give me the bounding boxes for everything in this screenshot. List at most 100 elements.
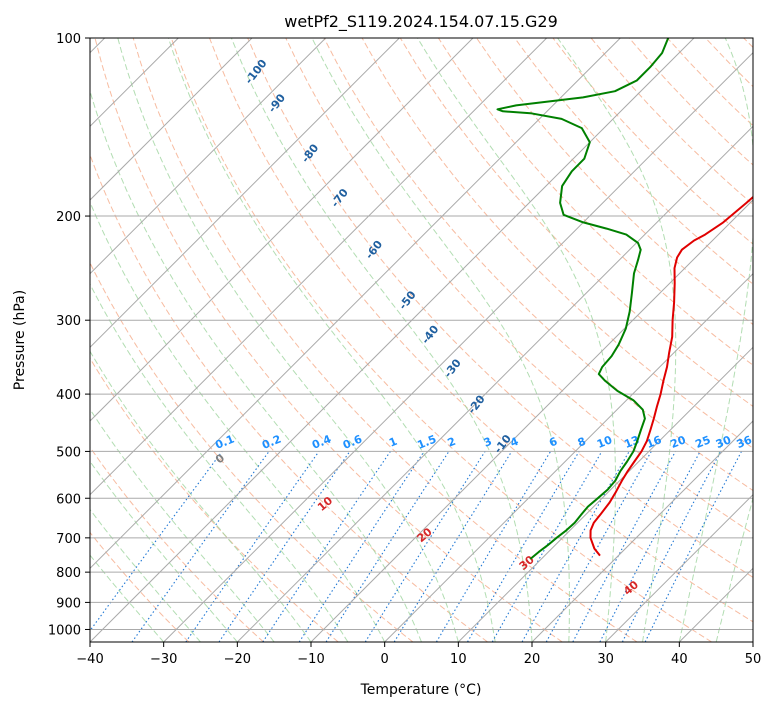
moist-adiabat-label: -30: [441, 356, 464, 380]
mixing-ratio-line: [393, 451, 513, 642]
x-axis-label: Temperature (°C): [360, 682, 482, 698]
x-tick-label: −10: [297, 652, 324, 667]
dry-adiabat-line: [514, 38, 753, 285]
moist-adiabat-line: [678, 38, 753, 642]
mixing-ratio-line: [262, 451, 391, 642]
isotherm-line: [90, 38, 548, 496]
mixing-ratio-line: [298, 451, 425, 642]
isotherm-line: [531, 420, 753, 642]
mixing-ratio-line: [325, 451, 450, 642]
mixing-ratio-line: [545, 451, 652, 642]
x-tick-label: 40: [671, 652, 688, 667]
dry-adiabat-line: [90, 261, 414, 642]
isotherm-line: [90, 38, 474, 422]
moist-adiabats: [90, 38, 753, 642]
mixing-ratio-line: [572, 451, 676, 642]
isotherm-line: [384, 272, 753, 642]
moist-adiabat-line: [715, 496, 753, 642]
x-tick-label: 50: [745, 652, 762, 667]
x-tick-label: −30: [150, 652, 177, 667]
mixing-ratio-label: 20: [669, 433, 688, 451]
y-tick-label: 300: [56, 314, 81, 329]
y-tick-label: 200: [56, 210, 81, 225]
moist-adiabat-label: -70: [328, 186, 351, 210]
dry-adiabat-line: [170, 38, 712, 642]
x-tick-label: −40: [76, 652, 103, 667]
isotherm-line: [678, 567, 753, 642]
moist-adiabat-line: [311, 38, 570, 642]
plot-frame: [89, 37, 754, 643]
moist-adiabat-line: [90, 89, 422, 642]
isotherm-line: [605, 493, 753, 642]
y-tick-label: 100: [56, 32, 81, 47]
mixing-ratio-line: [521, 451, 630, 642]
isotherm-line: [457, 346, 753, 642]
moist-adiabat-label: -60: [363, 238, 386, 262]
y-tick-label: 400: [56, 388, 81, 403]
profile-series: [496, 38, 753, 560]
mixing-ratio-label: 1: [387, 435, 399, 450]
dry-adiabats: [90, 38, 753, 642]
moist-adiabat-line: [90, 460, 238, 642]
mixing-ratio-label: 0.4: [310, 432, 333, 451]
isotherm-line: [90, 38, 621, 570]
moist-adiabat-label: -50: [396, 288, 419, 312]
isotherm-line: [90, 38, 253, 201]
isotherm-line: [236, 125, 753, 642]
mixing-ratio-label: 10: [595, 433, 614, 451]
dry-adiabat-line: [209, 38, 753, 623]
y-tick-label: 900: [56, 596, 81, 611]
mixing-ratio-line: [621, 451, 722, 642]
moist-adiabat-line: [417, 38, 617, 642]
moist-adiabat-line: [90, 554, 165, 642]
isotherm-line: [90, 38, 695, 642]
chart-title: wetPf2_S119.2024.154.07.15.G29: [284, 12, 558, 32]
mixing-ratio-label: 13: [622, 433, 641, 451]
mixing-ratio-line: [218, 451, 351, 642]
mixing-ratio-label: 16: [644, 433, 663, 451]
mixing-ratio-label: 2: [446, 435, 458, 450]
y-tick-label: 600: [56, 492, 81, 507]
axes: −40 −30 −20 −10 0 10 20 30 40 5010020030040050060…: [48, 32, 761, 667]
x-tick-label: 30: [597, 652, 614, 667]
moist-adiabat-line: [117, 38, 459, 642]
moist-adiabat-label: -100: [242, 57, 269, 87]
isotherm-isobar-grid: [90, 38, 753, 642]
dry-adiabat-line: [667, 38, 753, 127]
dry-adiabat-line: [743, 38, 753, 49]
mixing-ratio-label: 1.5: [415, 432, 438, 451]
x-tick-label: 0: [381, 652, 389, 667]
moist-adiabat-label: -20: [465, 392, 488, 416]
dewpoint-profile-line: [496, 38, 670, 560]
moist-adiabat-line: [90, 201, 386, 642]
x-tick-label: 20: [524, 652, 541, 667]
moist-adiabat-line: [90, 350, 312, 642]
dry-adiabat-line: [552, 38, 753, 245]
dry-adiabat-label: 0: [213, 451, 227, 466]
y-tick-label: 1000: [48, 623, 81, 638]
mixing-ratio-line: [185, 451, 320, 642]
mixing-ratio-label: 6: [547, 435, 559, 450]
moist-adiabat-line: [90, 283, 349, 642]
x-tick-label: 10: [450, 652, 467, 667]
mixing-ratio-label: 3: [482, 435, 494, 450]
mixing-ratio-label: 30: [714, 433, 733, 451]
dry-adiabat-line: [94, 38, 563, 642]
mixing-ratio-line: [467, 451, 580, 642]
dry-adiabat-line: [90, 357, 339, 642]
y-tick-label: 800: [56, 566, 81, 581]
isotherm-line: [752, 641, 753, 642]
mixing-ratio-line: [644, 451, 742, 642]
y-tick-label: 500: [56, 445, 81, 460]
isotherm-line: [163, 51, 753, 642]
mixing-ratio-label: 0.2: [260, 432, 283, 451]
mixing-ratio-label: 8: [576, 435, 588, 450]
dry-adiabat-line: [90, 446, 264, 642]
isotherm-line: [90, 38, 327, 275]
dry-adiabat-line: [90, 153, 488, 642]
moist-adiabat-line: [230, 38, 533, 642]
dry-adiabat-line: [399, 38, 753, 408]
isotherm-line: [90, 38, 400, 349]
y-axis-label: Pressure (hPa): [12, 290, 28, 390]
